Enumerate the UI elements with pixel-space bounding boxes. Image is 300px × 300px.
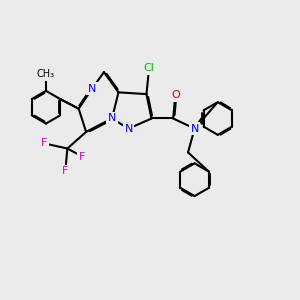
Text: F: F — [79, 152, 86, 161]
Text: N: N — [124, 124, 133, 134]
Text: F: F — [62, 167, 68, 176]
Text: Cl: Cl — [144, 63, 154, 73]
Text: O: O — [171, 90, 180, 100]
Text: N: N — [108, 113, 116, 124]
Text: CH₃: CH₃ — [37, 69, 55, 79]
Text: F: F — [41, 139, 48, 148]
Text: N: N — [190, 124, 199, 134]
Text: N: N — [88, 84, 96, 94]
